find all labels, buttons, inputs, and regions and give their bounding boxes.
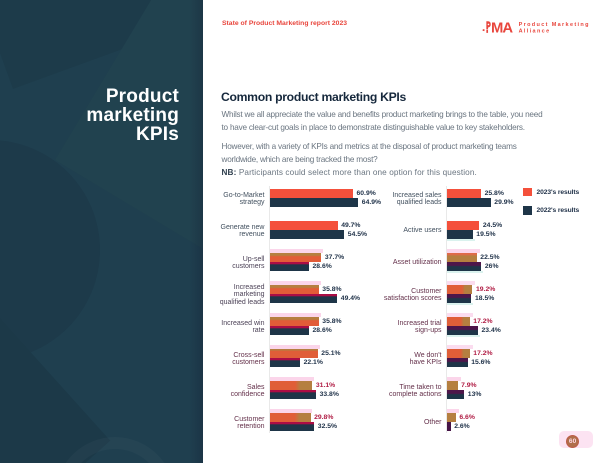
svg-text:Alliance: Alliance (519, 28, 551, 34)
svg-text:Product Marketing: Product Marketing (519, 22, 590, 28)
svg-text:MA: MA (491, 20, 513, 36)
